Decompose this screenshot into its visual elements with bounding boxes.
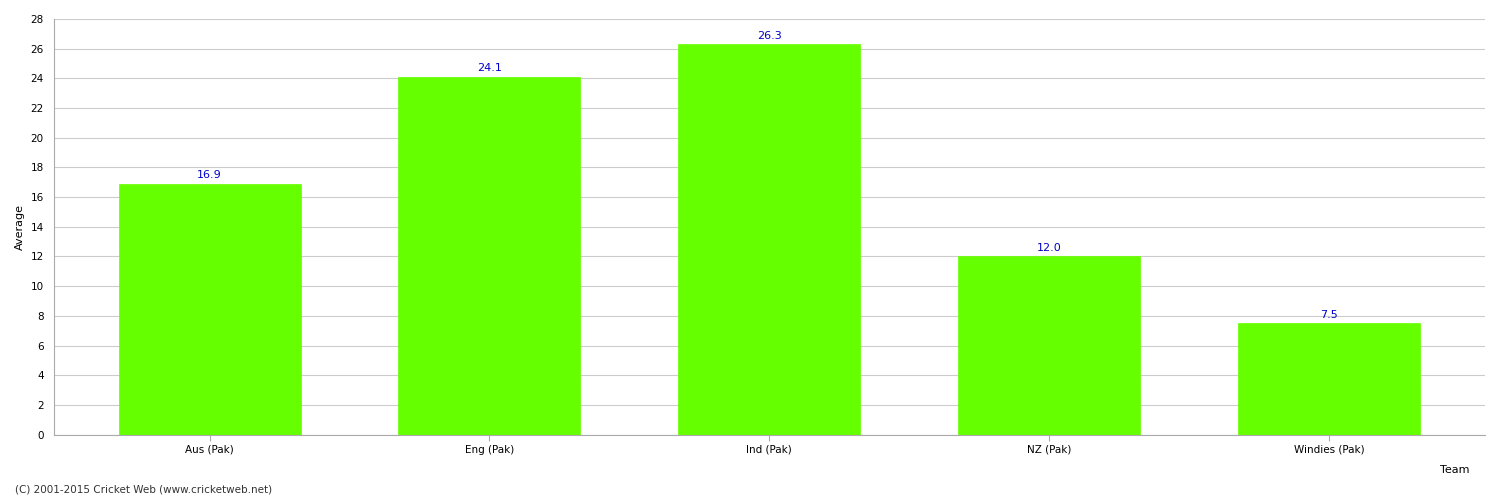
Bar — [1238, 324, 1420, 434]
Bar — [118, 184, 300, 434]
Text: 12.0: 12.0 — [1036, 243, 1062, 253]
Text: 16.9: 16.9 — [196, 170, 222, 180]
Bar — [678, 44, 859, 434]
Text: 24.1: 24.1 — [477, 63, 502, 73]
Text: Team: Team — [1440, 465, 1470, 475]
Text: (C) 2001-2015 Cricket Web (www.cricketweb.net): (C) 2001-2015 Cricket Web (www.cricketwe… — [15, 485, 272, 495]
Text: 26.3: 26.3 — [758, 30, 782, 40]
Bar — [958, 256, 1140, 434]
Text: 7.5: 7.5 — [1320, 310, 1338, 320]
Y-axis label: Average: Average — [15, 204, 26, 250]
Bar — [399, 77, 580, 434]
